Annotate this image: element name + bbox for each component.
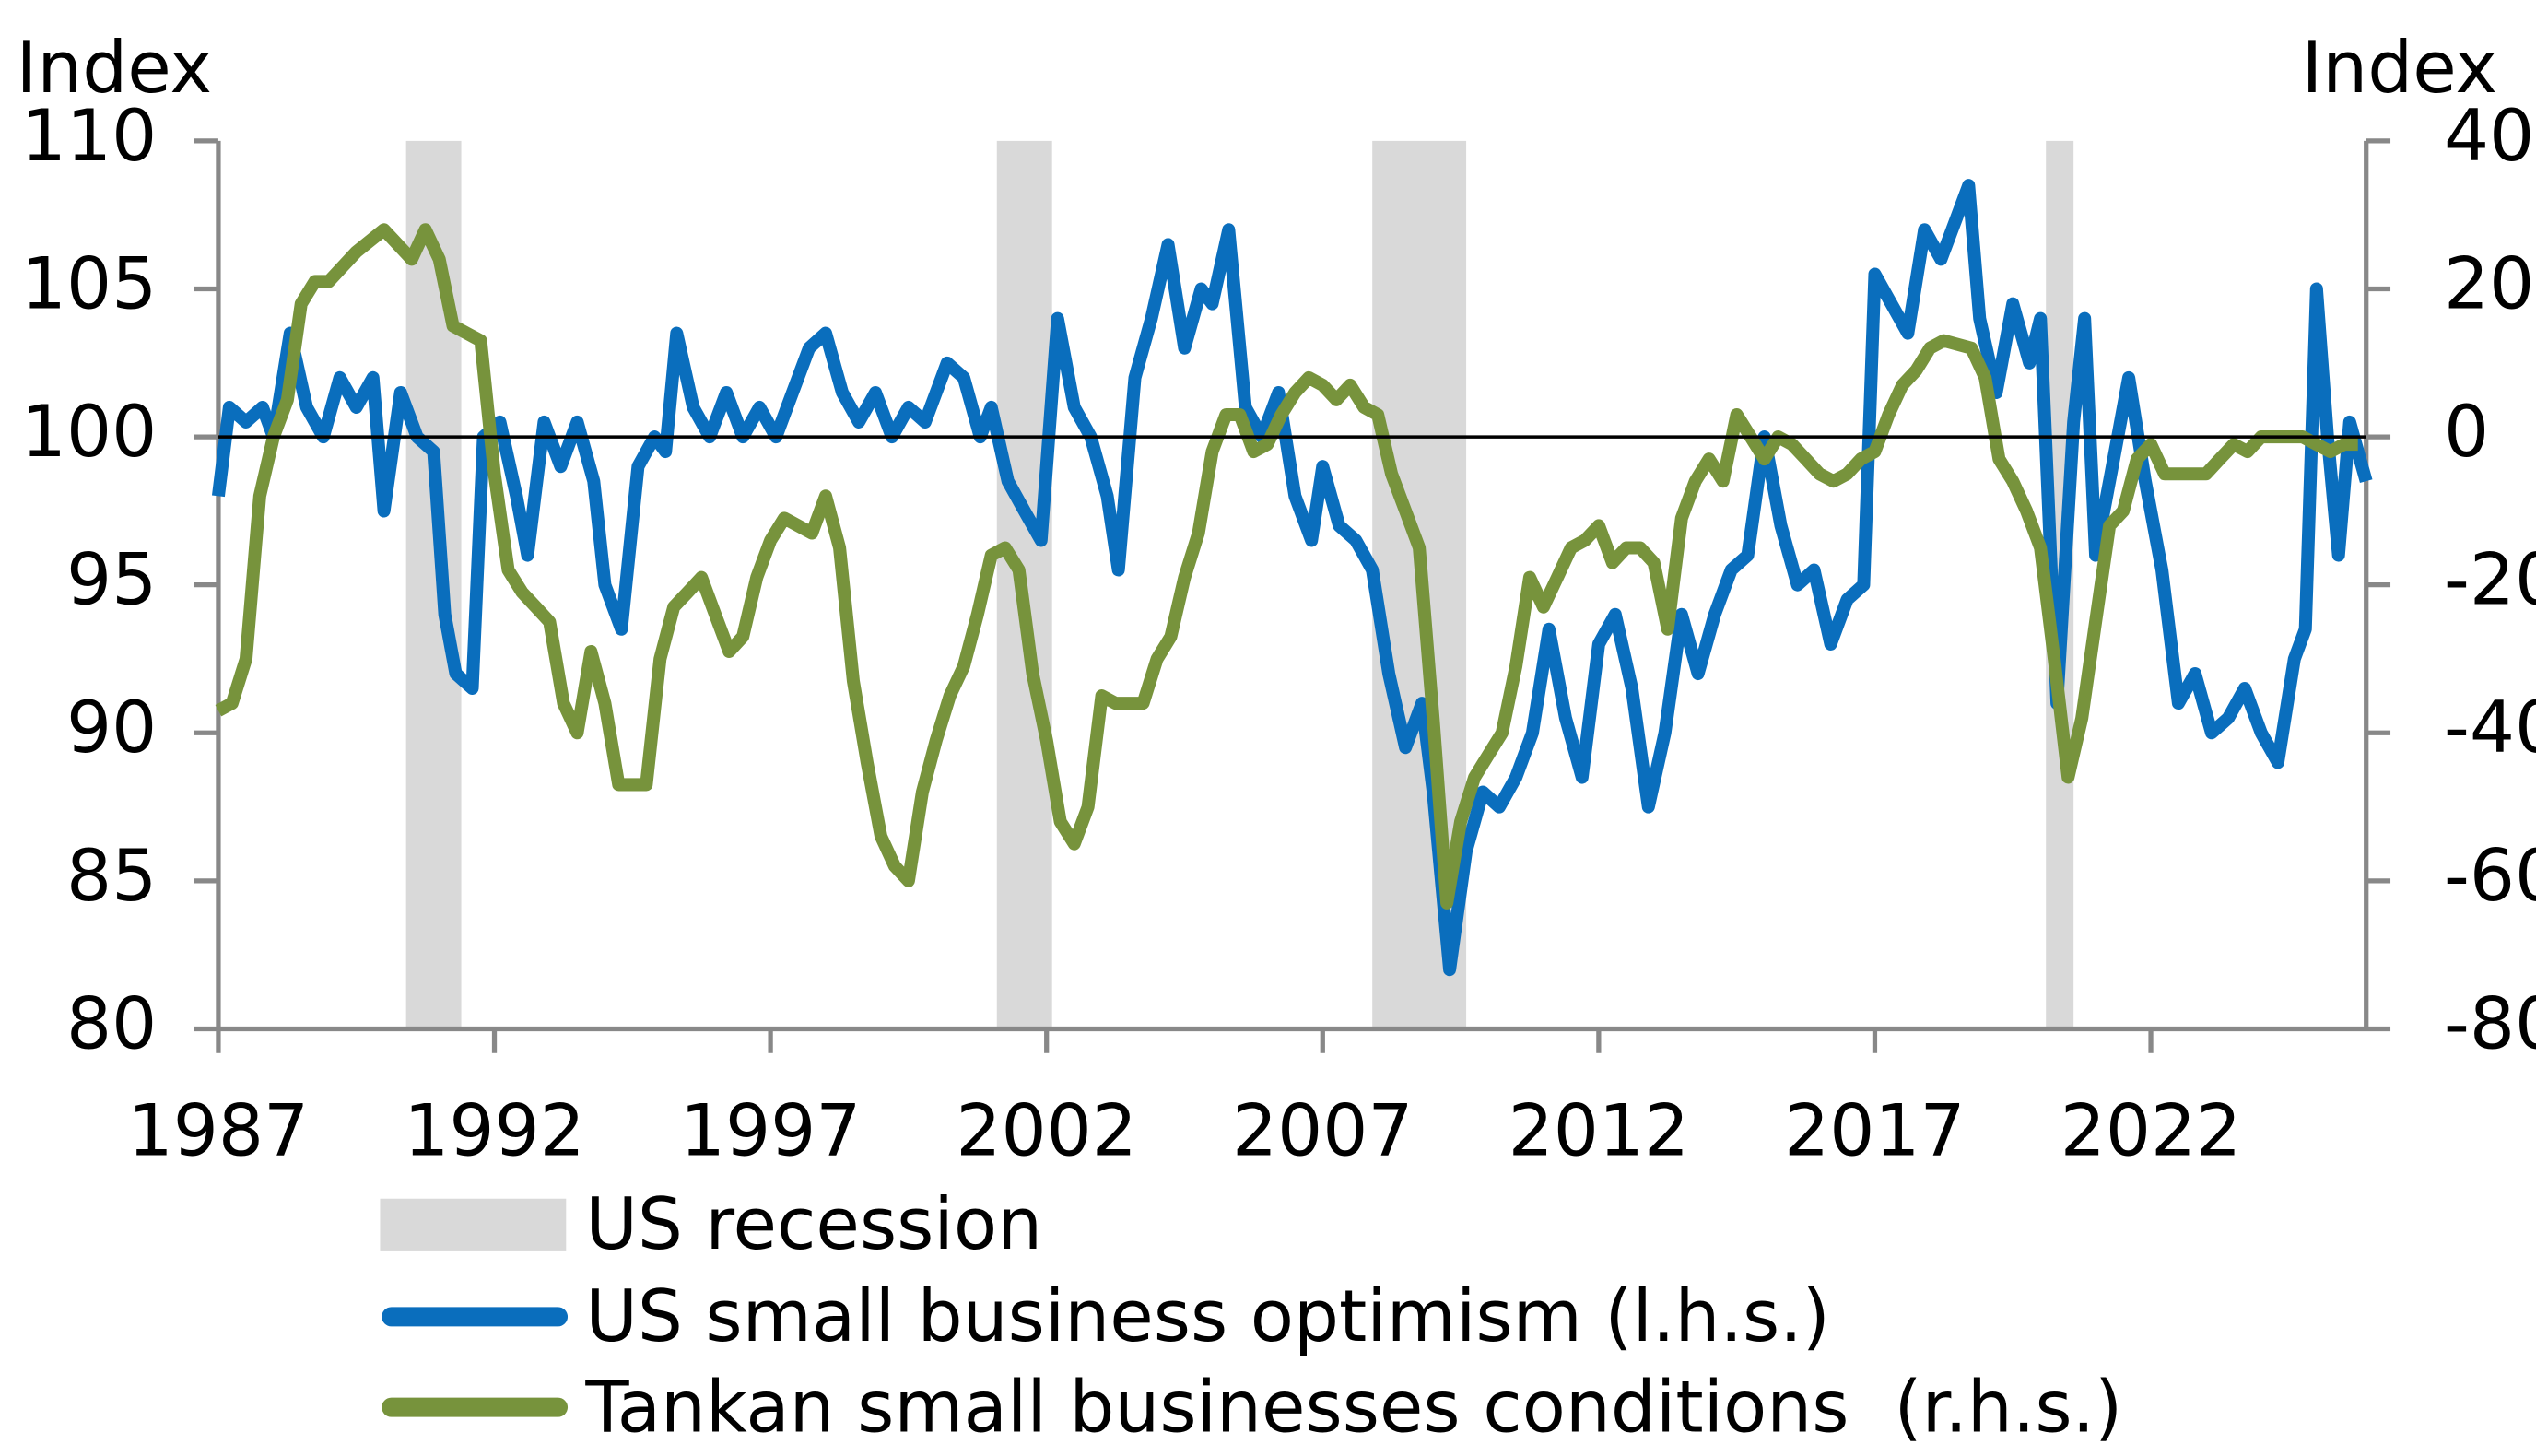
- y-tick-label: 95: [66, 539, 157, 622]
- x-tick-label: 1987: [128, 1089, 310, 1172]
- x-tick-label: 2017: [1784, 1089, 1966, 1172]
- y-tick-label: 110: [21, 95, 157, 178]
- y2-tick-label: -40: [2444, 687, 2536, 769]
- y2-tick-label: 0: [2444, 391, 2489, 474]
- y-tick-label: 100: [21, 391, 157, 474]
- legend-label: US recession: [585, 1183, 1042, 1266]
- y-tick-label: 90: [66, 687, 157, 769]
- x-tick-label: 1997: [680, 1089, 862, 1172]
- y2-axis-title: Index: [2302, 27, 2498, 110]
- y2-tick-label: 40: [2444, 95, 2534, 178]
- legend-label: Tankan small businesses conditions (r.h.…: [584, 1366, 2122, 1449]
- x-tick-label: 1992: [404, 1089, 585, 1172]
- x-tick-label: 2002: [956, 1089, 1137, 1172]
- series-line: [211, 179, 2373, 977]
- x-tick-label: 2012: [1509, 1089, 1690, 1172]
- legend-label: US small business optimism (l.h.s.): [585, 1275, 1830, 1358]
- y-tick-label: 80: [66, 982, 157, 1065]
- y2-tick-label: 20: [2444, 242, 2534, 325]
- x-tick-label: 2007: [1232, 1089, 1414, 1172]
- x-tick-label: 2022: [2060, 1089, 2242, 1172]
- y2-tick-label: -80: [2444, 982, 2536, 1065]
- legend-swatch: [380, 1198, 567, 1251]
- recession-band: [405, 140, 462, 1029]
- y2-tick-label: -60: [2444, 835, 2536, 918]
- y-axis-title: Index: [17, 27, 213, 110]
- series-line: [215, 223, 2358, 910]
- y2-tick-label: -20: [2444, 539, 2536, 622]
- y-tick-label: 85: [66, 835, 157, 918]
- y-tick-label: 105: [21, 242, 157, 325]
